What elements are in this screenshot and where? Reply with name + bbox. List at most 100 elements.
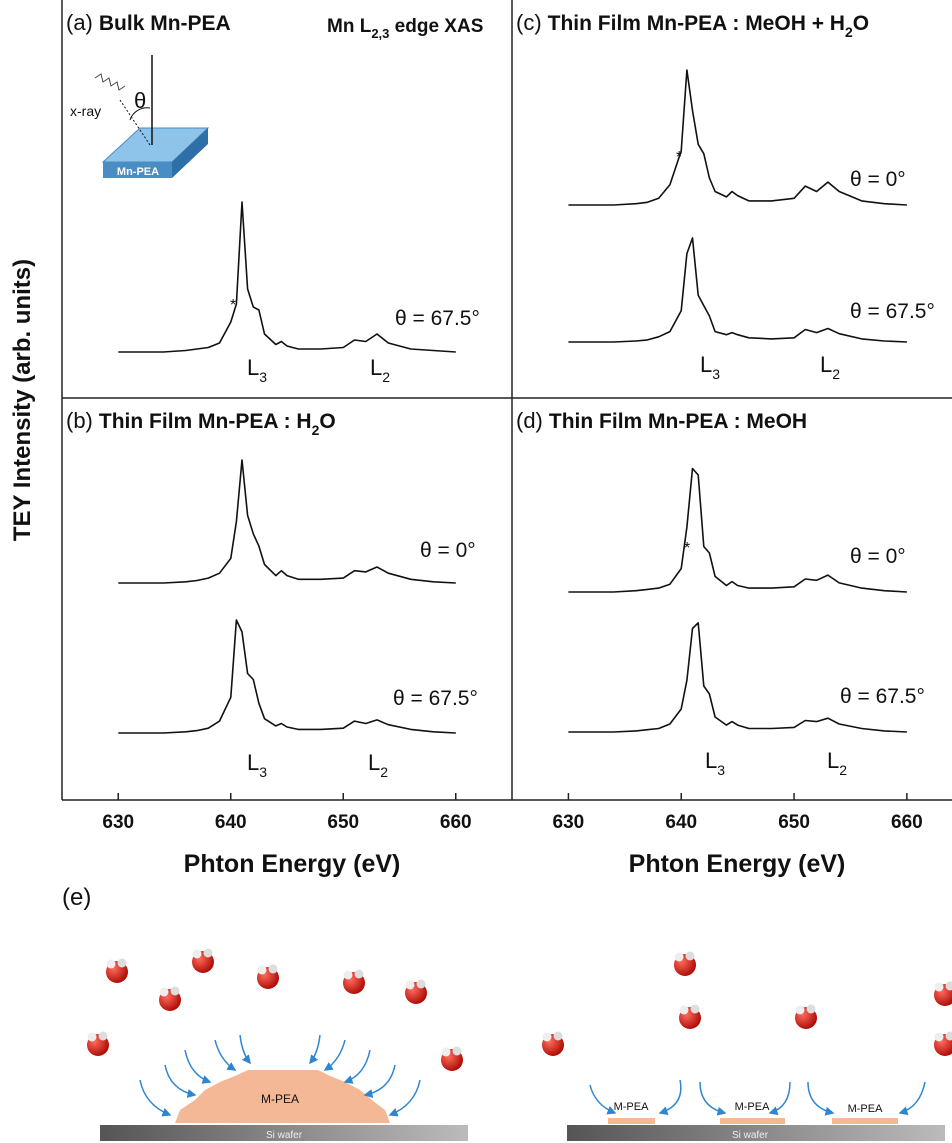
x-tick-label: 640: [665, 812, 697, 833]
y-axis-label: TEY Intensity (arb. units): [9, 259, 36, 541]
hydrogen: [416, 979, 426, 989]
peak-sub: 3: [259, 764, 267, 780]
peak-text: L: [827, 748, 839, 773]
peak-sub: 2: [382, 369, 390, 385]
film-label: M-PEA: [848, 1103, 884, 1115]
hydrogen: [343, 970, 353, 980]
panel-title: (c) Thin Film Mn-PEA : MeOH + H2O: [516, 10, 869, 40]
x-axis-label: Phton Energy (eV): [629, 850, 846, 878]
series-label: θ = 67.5°: [395, 307, 480, 330]
inset: x-ray θ Mn-PEA: [70, 55, 210, 178]
x-tick-label: 630: [102, 812, 134, 833]
marker: *: [230, 297, 236, 314]
hydrogen: [690, 1004, 700, 1014]
annotation-text: edge XAS: [389, 16, 483, 37]
hydrogen: [268, 964, 278, 974]
panel-label: (e): [62, 884, 91, 911]
wafer-label: Si wafer: [266, 1130, 303, 1141]
hydrogen: [795, 1005, 805, 1015]
hydrogen: [934, 1032, 944, 1042]
molecules: [87, 948, 952, 1071]
illustration: (e) M-PEA Si wafer M-PEA M-PEA M-PEA Si …: [62, 884, 952, 1141]
hydrogen: [934, 982, 944, 992]
spectrum-line: [118, 619, 456, 734]
peak-sub: 3: [259, 369, 267, 385]
peak-text: L: [370, 355, 382, 380]
peak-sub: 3: [717, 762, 725, 778]
hydrogen: [452, 1046, 462, 1056]
x-tick-label: 650: [327, 812, 359, 833]
peak-text: L: [700, 352, 712, 377]
x-tick-label: 640: [215, 812, 247, 833]
peak-sub: 2: [832, 366, 840, 382]
hydrogen: [553, 1031, 563, 1041]
peak-text: L: [820, 352, 832, 377]
annotation-sub: 2,3: [371, 26, 389, 41]
panel-title: (d) Thin Film Mn-PEA : MeOH: [516, 408, 807, 433]
x-tick-label: 630: [553, 812, 585, 833]
wafer: [100, 1125, 468, 1141]
series-label: θ = 67.5°: [840, 685, 925, 708]
peak-sub: 2: [380, 764, 388, 780]
title-text: Bulk Mn-PEA: [99, 12, 231, 35]
sample-label: Mn-PEA: [117, 166, 159, 178]
angle-arc: [129, 107, 151, 121]
marker: *: [684, 540, 690, 557]
hydrogen: [685, 951, 695, 961]
peak-label: L3: [705, 748, 725, 778]
marker: *: [676, 149, 682, 166]
spectrum-line: [118, 459, 456, 584]
hydrogen: [945, 981, 952, 991]
beam-line: [119, 99, 151, 146]
peak-label: L2: [370, 355, 390, 385]
series-label: θ = 0°: [420, 539, 476, 562]
film-label: M-PEA: [735, 1101, 771, 1113]
film: [608, 1118, 655, 1124]
peak-label: L3: [247, 750, 267, 780]
panel-label: (c): [516, 10, 542, 35]
x-tick-label: 650: [778, 812, 810, 833]
film: [832, 1118, 898, 1124]
film-label: M-PEA: [614, 1101, 650, 1113]
annotation: Mn L2,3 edge XAS: [327, 16, 483, 41]
spectrum-line: [568, 467, 907, 593]
angle-label: θ: [134, 88, 146, 113]
title-text: Thin Film Mn-PEA : MeOH + H: [548, 12, 845, 35]
series-label: θ = 0°: [850, 545, 906, 568]
peak-sub: 3: [712, 366, 720, 382]
beam-label: x-ray: [70, 103, 101, 119]
hydrogen: [441, 1047, 451, 1057]
title-text: O: [853, 12, 869, 35]
hydrogen: [674, 952, 684, 962]
arrows: [139, 1034, 926, 1117]
panel-label: (d): [516, 408, 543, 433]
sample-front: [103, 162, 172, 178]
peak-label: L3: [700, 352, 720, 382]
peak-text: L: [368, 750, 380, 775]
film: [720, 1118, 785, 1124]
hydrogen: [117, 958, 127, 968]
series-label: θ = 0°: [850, 168, 906, 191]
panel-label: (a): [66, 10, 93, 35]
peak-label: L2: [820, 352, 840, 382]
hydrogen: [106, 959, 116, 969]
hydrogen: [203, 948, 213, 958]
title-sub: 2: [845, 24, 853, 40]
panel-title: (b) Thin Film Mn-PEA : H2O: [66, 408, 336, 438]
annotation-text: Mn L: [327, 16, 372, 37]
wafer-label: Si wafer: [732, 1130, 769, 1141]
hydrogen: [159, 987, 169, 997]
peak-text: L: [705, 748, 717, 773]
panel-label: (b): [66, 408, 93, 433]
hydrogen: [405, 980, 415, 990]
x-tick-label: 660: [891, 812, 923, 833]
sample-side: [172, 128, 208, 178]
hydrogen: [542, 1032, 552, 1042]
peak-label: L2: [827, 748, 847, 778]
x-axis-label: Phton Energy (eV): [184, 850, 401, 878]
series-label: θ = 67.5°: [850, 300, 935, 323]
wafer: [567, 1125, 945, 1141]
hydrogen: [354, 969, 364, 979]
panel-title: (a) Bulk Mn-PEA: [66, 10, 231, 35]
